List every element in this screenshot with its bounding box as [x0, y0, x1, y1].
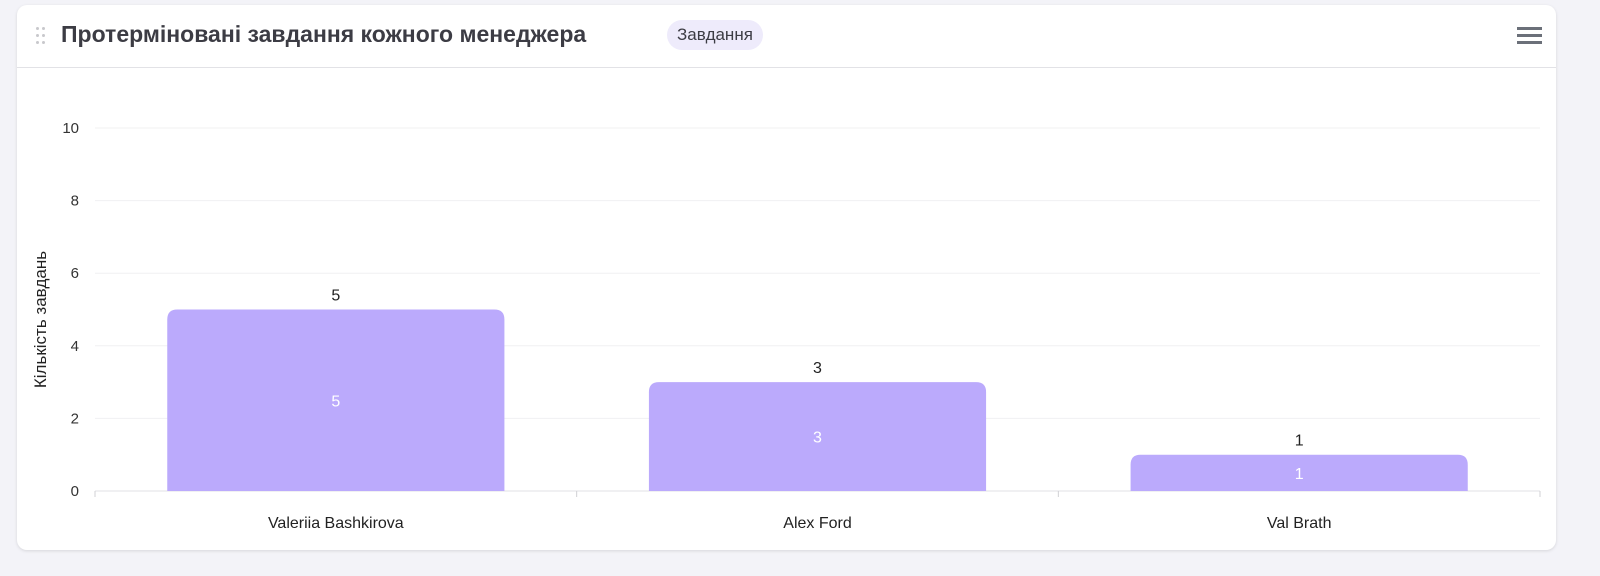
y-tick-label: 10 [62, 120, 79, 137]
bar-inner-label: 5 [331, 393, 340, 410]
bar [1130, 454, 1468, 491]
category-badge: Завдання [667, 20, 763, 50]
x-tick-label: Alex Ford [783, 515, 851, 532]
x-tick-label: Val Brath [1267, 515, 1332, 532]
y-tick-label: 4 [71, 338, 79, 355]
bar-inner-label: 3 [813, 430, 822, 447]
bar [648, 382, 987, 491]
y-tick-label: 0 [71, 483, 79, 500]
x-tick-label: Valeriia Bashkirova [268, 515, 404, 532]
bar [167, 309, 505, 491]
y-tick-label: 6 [71, 265, 79, 282]
y-axis-title: Кількість завдань [31, 251, 50, 388]
bar-value-label: 3 [813, 360, 822, 377]
card-title: Протерміновані завдання кожного менеджер… [61, 21, 587, 47]
hamburger-menu-icon[interactable] [1517, 27, 1542, 45]
bar-value-label: 5 [331, 288, 340, 305]
y-tick-label: 8 [71, 193, 79, 210]
bar-inner-label: 1 [1295, 466, 1304, 483]
bar-value-label: 1 [1295, 433, 1304, 450]
drag-handle-icon[interactable] [36, 27, 46, 45]
card-header: Протерміновані завдання кожного менеджер… [17, 5, 1556, 68]
y-tick-label: 2 [71, 410, 79, 427]
